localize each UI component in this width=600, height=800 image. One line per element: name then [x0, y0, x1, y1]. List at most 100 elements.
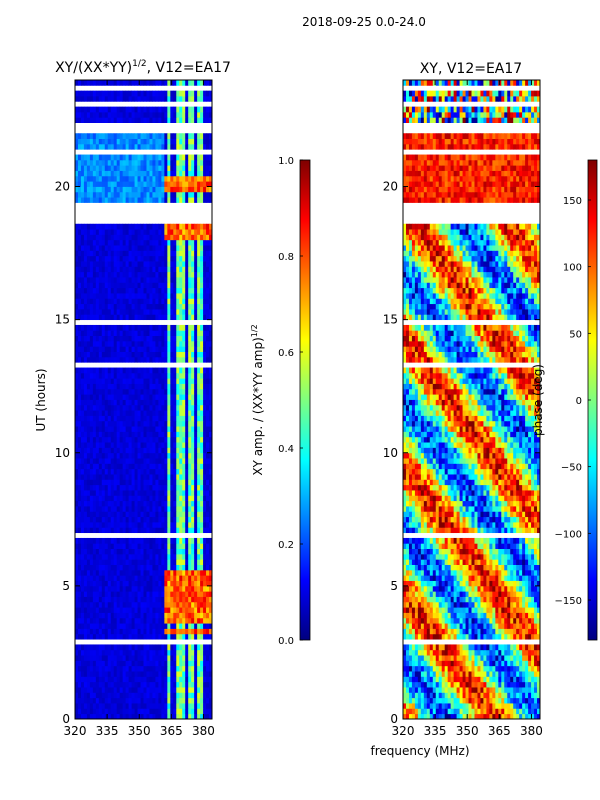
- amp-heat-cell: [95, 404, 100, 411]
- amp-heat-cell: [203, 255, 207, 262]
- amp-heat-cell: [194, 340, 198, 347]
- amp-heat-cell: [131, 559, 135, 565]
- amp-heat-cell: [185, 708, 189, 715]
- amp-heat-cell: [197, 346, 201, 352]
- amp-heat-cell: [164, 548, 168, 555]
- amp-heat-cell: [188, 298, 192, 305]
- amp-heat-cell: [137, 159, 141, 166]
- amp-heat-cell: [113, 431, 118, 438]
- amp-heat-cell: [167, 234, 171, 241]
- amp-heat-cell: [119, 543, 124, 549]
- amp-heat-cell: [179, 80, 183, 86]
- amp-heat-cell: [137, 223, 141, 230]
- amp-heat-cell: [155, 282, 159, 289]
- amp-heat-cell: [75, 431, 79, 438]
- amp-heat-cell: [155, 186, 159, 193]
- left-cb-label-sup: 1/2: [250, 324, 259, 337]
- amp-heat-cell: [140, 106, 144, 113]
- amp-heat-cell: [176, 159, 180, 166]
- amp-heat-cell: [128, 277, 132, 283]
- amp-heat-cell: [125, 223, 130, 230]
- amp-heat-cell: [75, 644, 79, 651]
- amp-heat-cell: [137, 543, 141, 549]
- amp-heat-cell: [95, 575, 100, 581]
- amp-heat-cell: [122, 383, 127, 390]
- amp-heat-cell: [116, 186, 121, 193]
- amp-heat-cell: [152, 612, 156, 619]
- amp-heat-cell: [197, 287, 201, 294]
- amp-heat-cell: [209, 250, 212, 257]
- amp-heat-cell: [206, 681, 210, 688]
- amp-heat-cell: [104, 474, 109, 480]
- amp-heat-cell: [173, 484, 177, 491]
- amp-heat-cell: [146, 277, 150, 283]
- amp-heat-cell: [137, 154, 141, 161]
- amp-heat-cell: [110, 170, 115, 177]
- amp-heat-cell: [131, 186, 135, 193]
- amp-heat-cell: [104, 420, 109, 427]
- amp-heat-cell: [149, 154, 153, 161]
- amp-heat-cell: [137, 687, 141, 693]
- amp-heat-cell: [86, 543, 91, 549]
- amp-heat-cell: [170, 394, 174, 400]
- amp-heat-cell: [152, 665, 156, 672]
- amp-heat-cell: [206, 447, 210, 454]
- amp-heat-cell: [185, 383, 189, 390]
- amp-heat-cell: [75, 282, 79, 289]
- amp-heat-cell: [128, 585, 132, 592]
- amp-heat-cell: [107, 516, 112, 523]
- amp-heat-cell: [161, 372, 165, 379]
- amp-heat-cell: [164, 175, 168, 182]
- amp-heat-cell: [119, 308, 124, 315]
- amp-heat-cell: [209, 474, 212, 480]
- amp-heat-cell: [110, 293, 115, 299]
- amp-heat-cell: [104, 181, 109, 187]
- amp-heat-cell: [101, 585, 106, 592]
- amp-heat-cell: [125, 239, 130, 246]
- amp-heat-cell: [158, 106, 162, 113]
- amp-heat-cell: [161, 303, 165, 310]
- amp-heat-cell: [125, 271, 130, 278]
- amp-heat-cell: [110, 415, 115, 422]
- amp-heat-cell: [185, 229, 189, 235]
- amp-heat-cell: [200, 628, 204, 635]
- amp-heat-cell: [128, 559, 132, 565]
- amp-heat-cell: [209, 399, 212, 406]
- amp-heat-cell: [188, 229, 192, 235]
- amp-heat-cell: [131, 601, 135, 608]
- amp-heat-cell: [161, 426, 165, 432]
- amp-heat-cell: [185, 250, 189, 257]
- amp-heat-cell: [101, 388, 106, 395]
- amp-heat-cell: [182, 351, 186, 358]
- amp-heat-cell: [152, 452, 156, 459]
- amp-heat-cell: [152, 80, 156, 86]
- amp-heat-cell: [194, 197, 198, 203]
- amp-heat-cell: [179, 117, 183, 123]
- amp-heat-cell: [98, 655, 103, 661]
- amp-heat-cell: [176, 697, 180, 704]
- amp-heat-cell: [170, 426, 174, 432]
- amp-heat-cell: [188, 133, 192, 139]
- amp-heat-cell: [116, 394, 121, 400]
- amp-heat-cell: [140, 388, 144, 395]
- amp-heat-cell: [185, 644, 189, 651]
- phase-heat-cell: [444, 713, 449, 719]
- amp-heat-cell: [77, 479, 82, 486]
- amp-heat-cell: [146, 282, 150, 289]
- amp-heat-cell: [101, 607, 106, 613]
- amp-heat-cell: [164, 330, 168, 336]
- amp-heat-cell: [80, 340, 85, 347]
- amp-heat-cell: [146, 697, 150, 704]
- amp-heat-cell: [101, 367, 106, 374]
- amp-heat-cell: [191, 308, 195, 315]
- amp-heat-cell: [125, 410, 130, 416]
- amp-heat-cell: [155, 143, 159, 150]
- amp-heat-cell: [170, 575, 174, 581]
- amp-heat-cell: [203, 383, 207, 390]
- amp-heat-cell: [203, 692, 207, 699]
- amp-heat-cell: [182, 607, 186, 613]
- amp-heat-cell: [95, 415, 100, 422]
- amp-heat-cell: [143, 474, 147, 480]
- amp-heat-cell: [143, 133, 147, 139]
- amp-heat-cell: [155, 90, 159, 97]
